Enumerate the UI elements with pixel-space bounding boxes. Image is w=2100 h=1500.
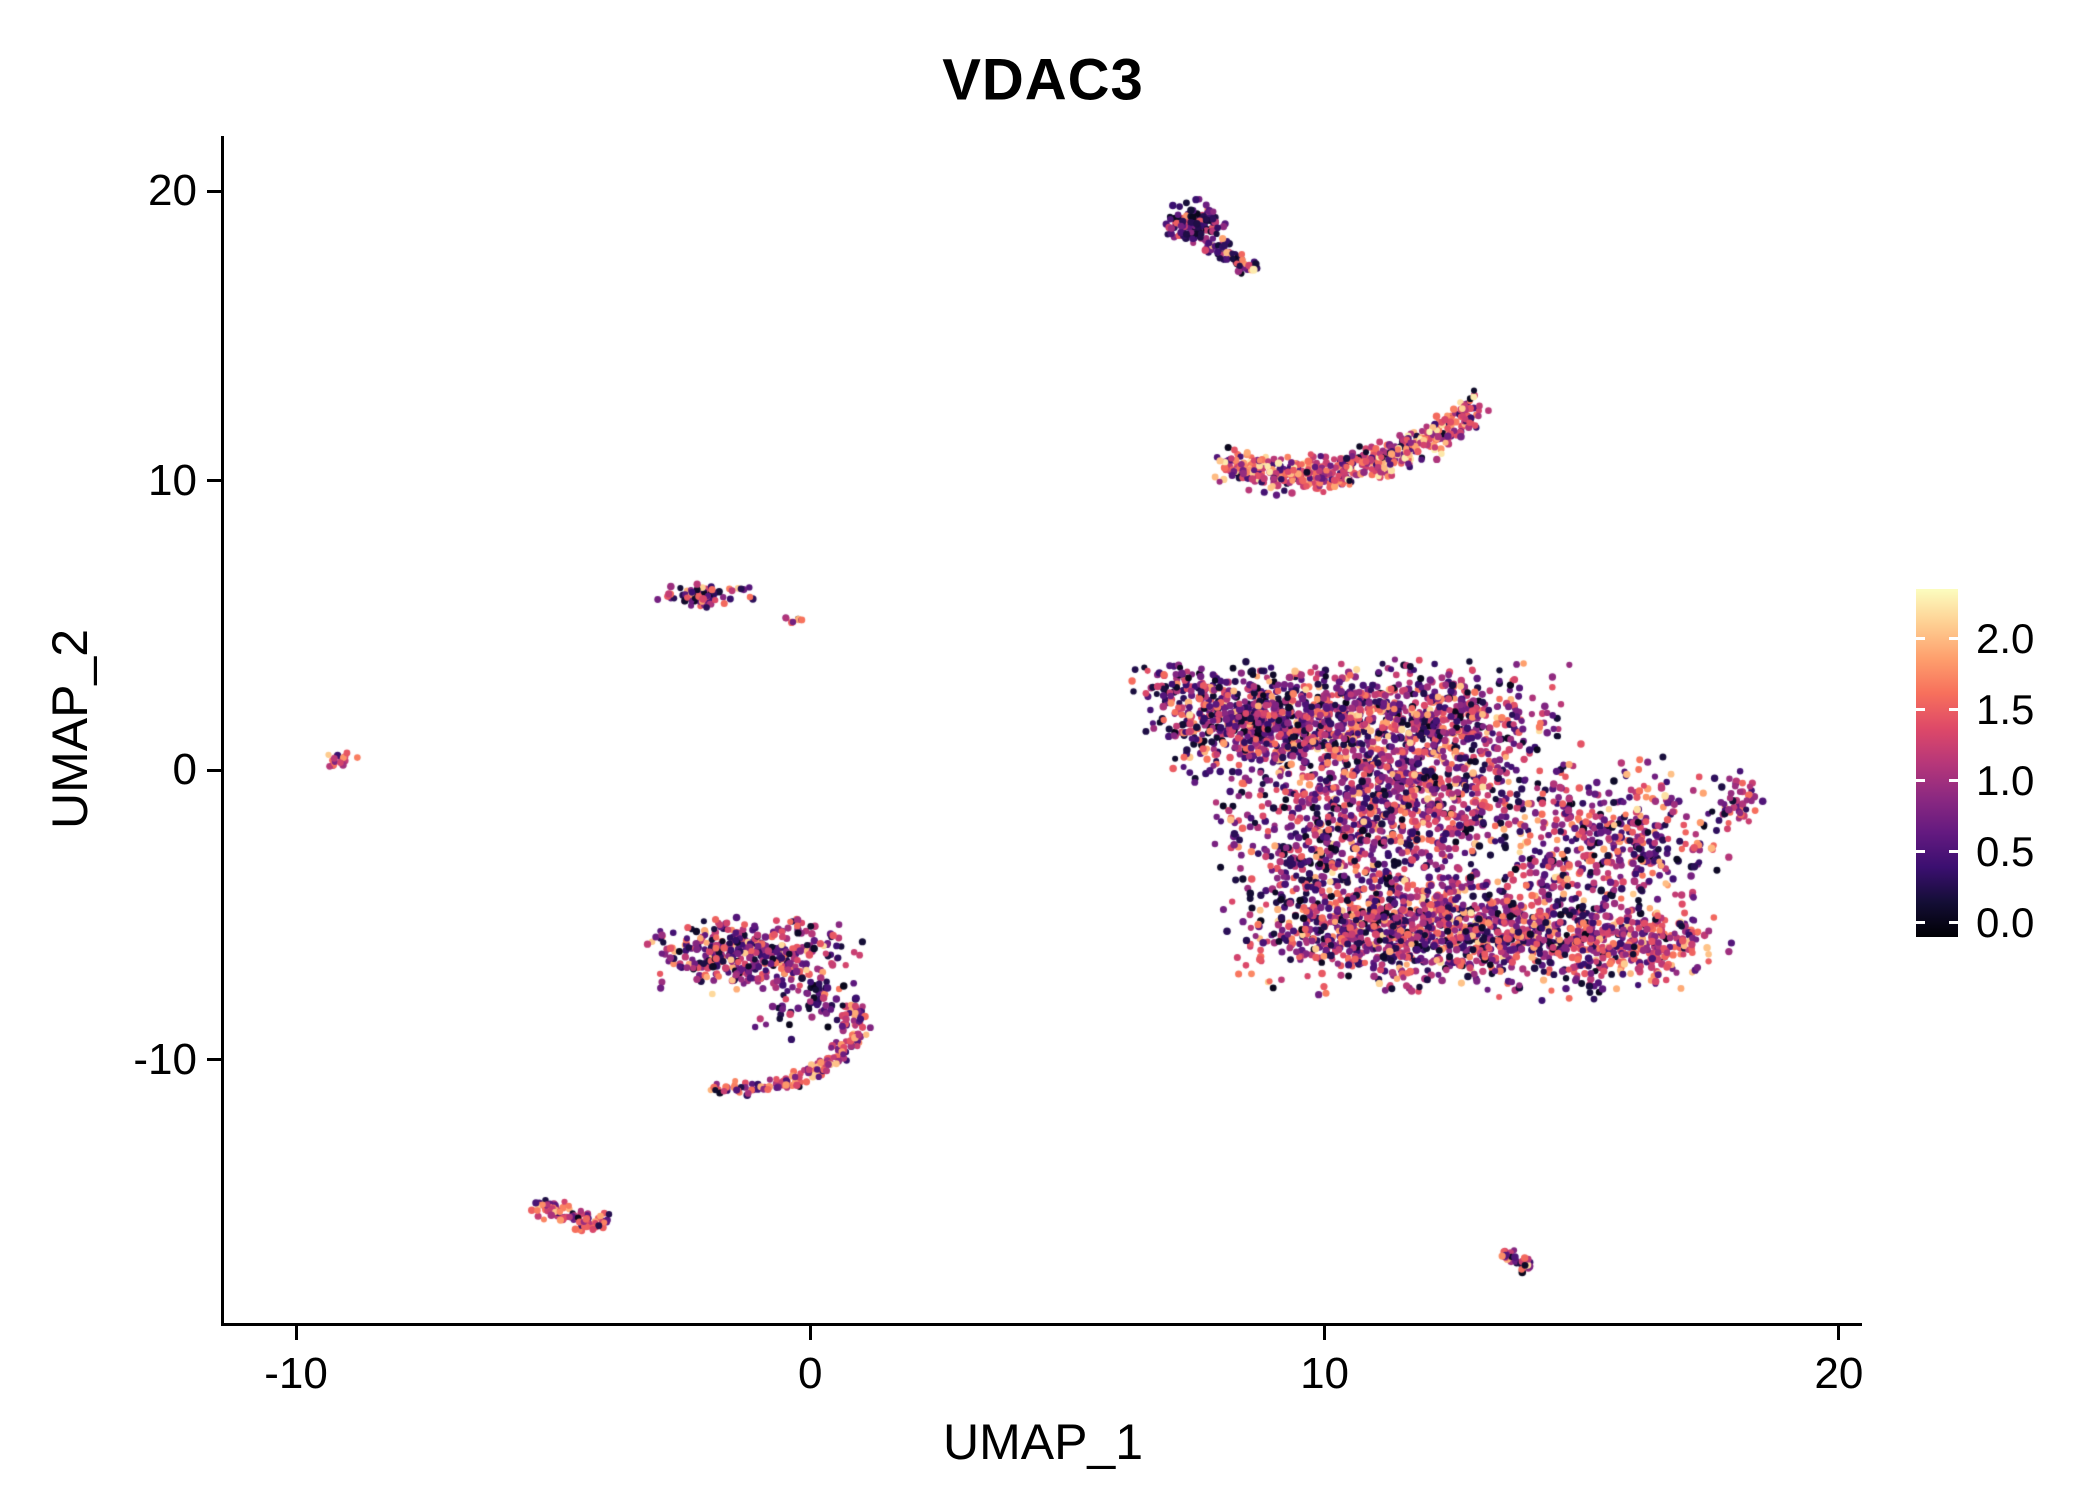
x-axis-tick bbox=[294, 1326, 298, 1340]
colorbar-tick-left bbox=[1916, 779, 1925, 783]
colorbar-tick-label: 0.5 bbox=[1976, 827, 2035, 875]
y-axis-tick bbox=[207, 768, 221, 772]
y-axis-tick bbox=[207, 479, 221, 483]
scatter-points-canvas bbox=[224, 136, 1862, 1323]
colorbar-tick-left bbox=[1916, 637, 1925, 641]
chart-title: VDAC3 bbox=[942, 47, 1144, 113]
colorbar-tick-left bbox=[1916, 850, 1925, 854]
x-axis-tick-label: 20 bbox=[1814, 1349, 1864, 1398]
colorbar-tick-right bbox=[1949, 708, 1958, 712]
x-axis-label: UMAP_1 bbox=[942, 1414, 1144, 1470]
colorbar-tick-label: 2.0 bbox=[1976, 614, 2035, 662]
expression-colorbar bbox=[1916, 589, 1958, 937]
colorbar-tick-right bbox=[1949, 637, 1958, 641]
y-axis-label: UMAP_2 bbox=[42, 628, 98, 830]
colorbar-tick-label: 1.0 bbox=[1976, 756, 2035, 804]
y-axis-tick-label: -10 bbox=[133, 1034, 197, 1084]
y-axis-tick bbox=[207, 189, 221, 193]
colorbar-tick-right bbox=[1949, 850, 1958, 854]
colorbar-tick-label: 1.5 bbox=[1976, 685, 2035, 733]
colorbar-tick-right bbox=[1949, 779, 1958, 783]
colorbar-tick-left bbox=[1916, 921, 1925, 925]
x-axis-tick bbox=[1323, 1326, 1327, 1340]
y-axis-tick-label: 10 bbox=[148, 455, 197, 505]
colorbar-tick-label: 0.0 bbox=[1976, 898, 2035, 946]
x-axis-tick bbox=[808, 1326, 812, 1340]
plot-area bbox=[221, 136, 1862, 1326]
y-axis-tick-label: 0 bbox=[172, 745, 197, 795]
colorbar-tick-right bbox=[1949, 921, 1958, 925]
y-axis-tick-label: 20 bbox=[148, 166, 197, 215]
x-axis-tick-label: 10 bbox=[1300, 1349, 1350, 1398]
y-axis-tick bbox=[207, 1058, 221, 1062]
x-axis-tick bbox=[1837, 1326, 1841, 1340]
x-axis-tick-label: -10 bbox=[264, 1349, 328, 1398]
colorbar-tick-left bbox=[1916, 708, 1925, 712]
x-axis-tick-label: 0 bbox=[798, 1349, 823, 1398]
